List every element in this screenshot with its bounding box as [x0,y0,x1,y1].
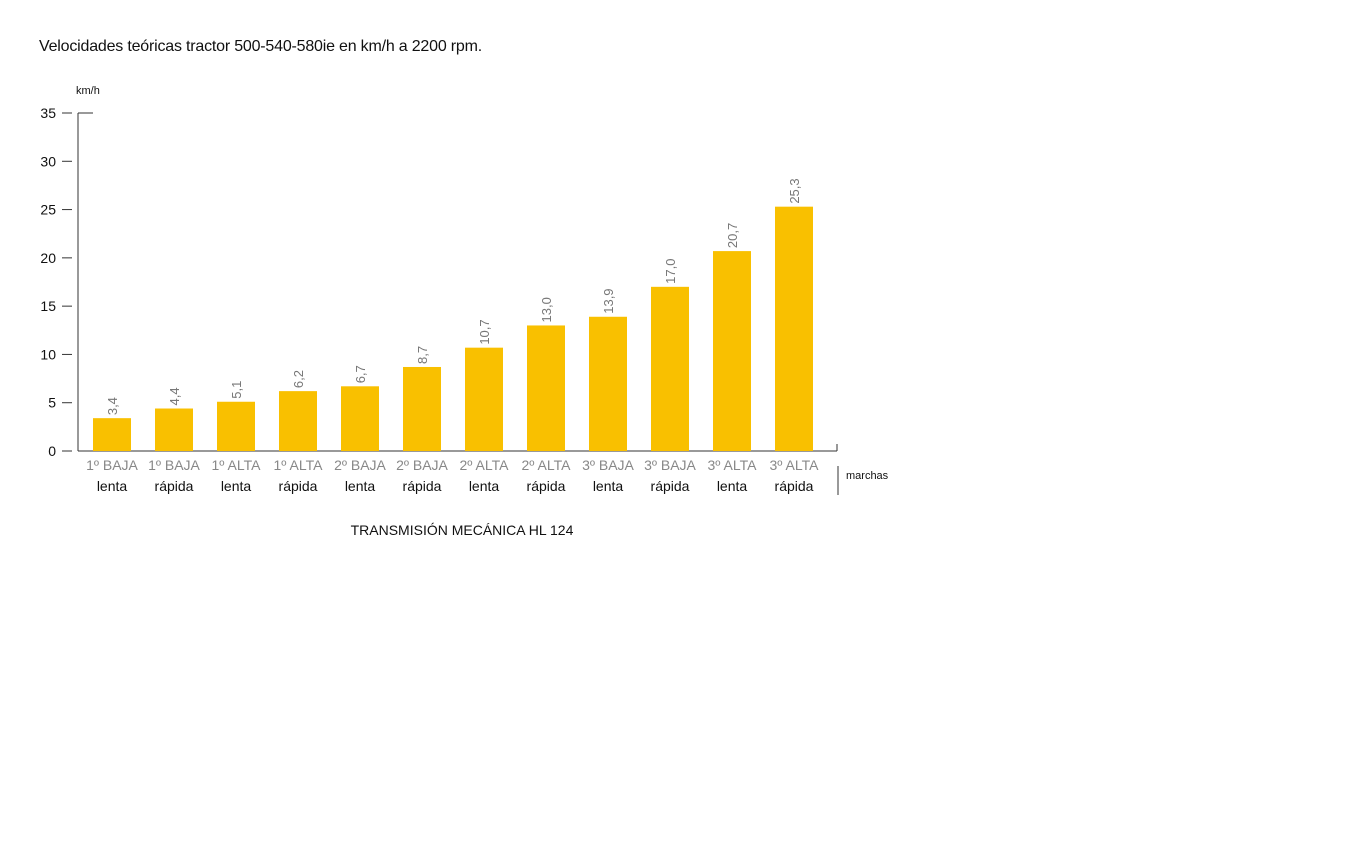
category-label-gear: 2º ALTA [460,457,510,473]
axes: 0 5 10 15 20 25 30 35 [40,105,839,495]
bar [217,401,255,451]
category-label-speed: rápida [775,478,814,494]
bar [713,251,751,451]
bar [403,366,441,451]
bar [775,206,813,451]
bar-value-label: 5,1 [229,381,244,399]
y-tick-label: 10 [40,346,56,362]
bar [341,386,379,451]
category-label-speed: lenta [593,478,624,494]
bar-value-label: 6,2 [291,370,306,388]
y-tick-label: 35 [40,105,56,121]
y-tick-label: 25 [40,202,56,218]
category-label-gear: 2º ALTA [522,457,572,473]
bars [93,206,813,451]
bar-value-label: 13,0 [539,297,554,322]
category-label-speed: lenta [221,478,252,494]
category-label-speed: rápida [279,478,318,494]
y-tick-label: 20 [40,250,56,266]
bar-value-label: 20,7 [725,223,740,248]
category-label-gear: 2º BAJA [396,457,448,473]
bar-value-label: 6,7 [353,365,368,383]
bar-value-label: 25,3 [787,178,802,203]
category-label-speed: rápida [527,478,566,494]
bar-value-label: 13,9 [601,288,616,313]
y-tick-label: 30 [40,153,56,169]
category-label-speed: lenta [717,478,748,494]
category-label-speed: rápida [155,478,194,494]
bar-value-label: 17,0 [663,259,678,284]
bar-value-label: 10,7 [477,319,492,344]
bar [589,316,627,451]
category-label-gear: 1º BAJA [148,457,200,473]
category-label-gear: 3º BAJA [644,457,696,473]
category-label-speed: rápida [651,478,690,494]
bar-value-label: 8,7 [415,346,430,364]
x-axis-label: marchas [846,470,889,482]
category-label-gear: 1º BAJA [86,457,138,473]
bar [155,408,193,451]
bar [279,391,317,451]
y-tick-label: 5 [48,395,56,411]
chart-title: Velocidades teóricas tractor 500-540-580… [39,38,482,55]
y-tick-label: 15 [40,298,56,314]
bar-value-label: 4,4 [167,387,182,405]
bar-value-label: 3,4 [105,397,120,415]
labels: km/h marchas 3,4 1º BAJA lenta 4,4 1º BAJA rápi… [76,85,889,538]
y-tick-label: 0 [48,443,56,459]
bar [465,347,503,451]
bar [651,286,689,451]
category-label-gear: 3º BAJA [582,457,634,473]
chart-subtitle: TRANSMISIÓN MECÁNICA HL 124 [351,522,574,538]
category-label-gear: 1º ALTA [274,457,324,473]
category-label-gear: 1º ALTA [212,457,262,473]
bar [93,418,131,451]
category-label-gear: 3º ALTA [708,457,758,473]
category-label-gear: 3º ALTA [770,457,820,473]
category-label-speed: rápida [403,478,442,494]
category-label-speed: lenta [97,478,128,494]
bar [527,325,565,451]
category-label-speed: lenta [469,478,500,494]
category-label-speed: lenta [345,478,376,494]
y-axis-label: km/h [76,85,100,97]
category-label-gear: 2º BAJA [334,457,386,473]
